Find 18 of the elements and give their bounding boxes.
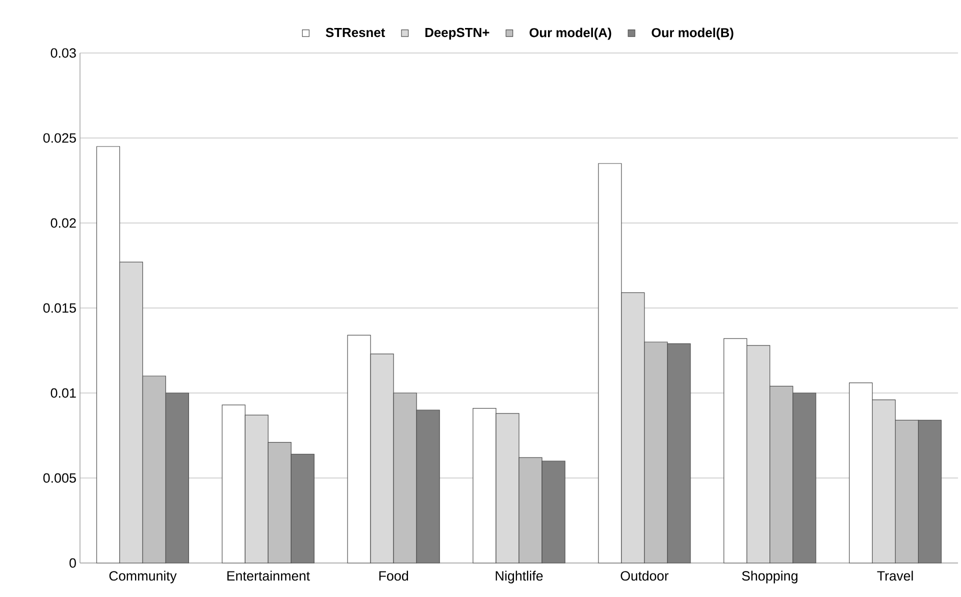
x-tick-label: Community — [109, 570, 177, 584]
x-tick-label: Food — [379, 570, 408, 581]
legend-label: STResnet — [326, 28, 386, 38]
y-tick-label: 0.02 — [50, 218, 76, 228]
legend-label: Our model(B) — [652, 28, 734, 40]
x-tick-label: Entertainment — [227, 570, 310, 581]
y-tick-label: 0.03 — [50, 48, 76, 58]
legend-label: DeepSTN+ — [425, 28, 490, 40]
y-tick-label: 0.015 — [43, 303, 76, 313]
x-tick-label: Shopping — [742, 570, 798, 584]
x-tick-label: Outdoor — [620, 570, 668, 581]
y-tick-label: 0.01 — [50, 388, 76, 398]
y-tick-label: 0.025 — [43, 133, 76, 143]
x-tick-label: Travel — [877, 570, 913, 581]
legend-label: Our model(A) — [530, 28, 612, 40]
y-tick-label: 0.005 — [43, 473, 76, 483]
y-tick-label: 0 — [70, 558, 76, 568]
x-tick-label: Nightlife — [496, 570, 543, 584]
